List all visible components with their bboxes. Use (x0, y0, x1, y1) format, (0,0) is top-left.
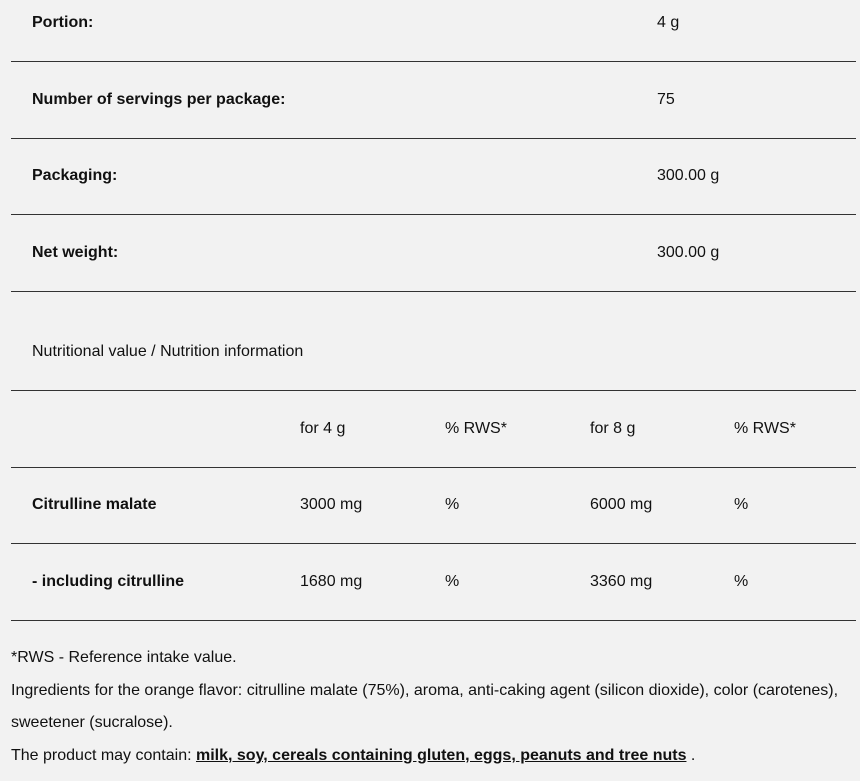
table-cell: 6000 mg (590, 496, 653, 513)
divider (11, 291, 856, 292)
nutrient-name: Citrulline malate (32, 496, 157, 513)
table-cell: % (734, 573, 749, 590)
table-cell: 3000 mg (300, 496, 363, 513)
spec-label: Number of servings per package: (32, 91, 286, 108)
spec-value: 75 (657, 91, 675, 108)
column-header: % RWS* (734, 420, 796, 437)
allergens-line: The product may contain: milk, soy, cere… (11, 746, 695, 766)
spec-label: Net weight: (32, 244, 119, 261)
divider (11, 543, 856, 544)
divider (11, 61, 856, 62)
nutrition-title: Nutritional value / Nutrition informatio… (32, 343, 304, 360)
divider (11, 467, 856, 468)
spec-label: Packaging: (32, 167, 118, 184)
table-cell: 1680 mg (300, 573, 363, 590)
divider (11, 620, 856, 621)
column-header: % RWS* (445, 420, 507, 437)
column-header: for 4 g (300, 420, 346, 437)
nutrient-name: - including citrulline (32, 573, 184, 590)
divider (11, 138, 856, 139)
table-cell: % (734, 496, 749, 513)
ingredients-text-continued: sweetener (sucralose). (11, 714, 173, 731)
rws-note: *RWS - Reference intake value. (11, 649, 237, 666)
allergens-suffix: . (686, 747, 696, 764)
divider (11, 214, 856, 215)
divider (11, 390, 856, 391)
allergens-link[interactable]: milk, soy, cereals containing gluten, eg… (195, 747, 687, 764)
spec-value: 4 g (657, 14, 680, 31)
table-cell: 3360 mg (590, 573, 653, 590)
allergens-prefix: The product may contain: (11, 747, 196, 764)
spec-label: Portion: (32, 14, 94, 31)
ingredients-text: Ingredients for the orange flavor: citru… (11, 682, 839, 699)
table-cell: % (445, 496, 460, 513)
column-header: for 8 g (590, 420, 636, 437)
spec-value: 300.00 g (657, 167, 720, 184)
spec-value: 300.00 g (657, 244, 720, 261)
table-cell: % (445, 573, 460, 590)
